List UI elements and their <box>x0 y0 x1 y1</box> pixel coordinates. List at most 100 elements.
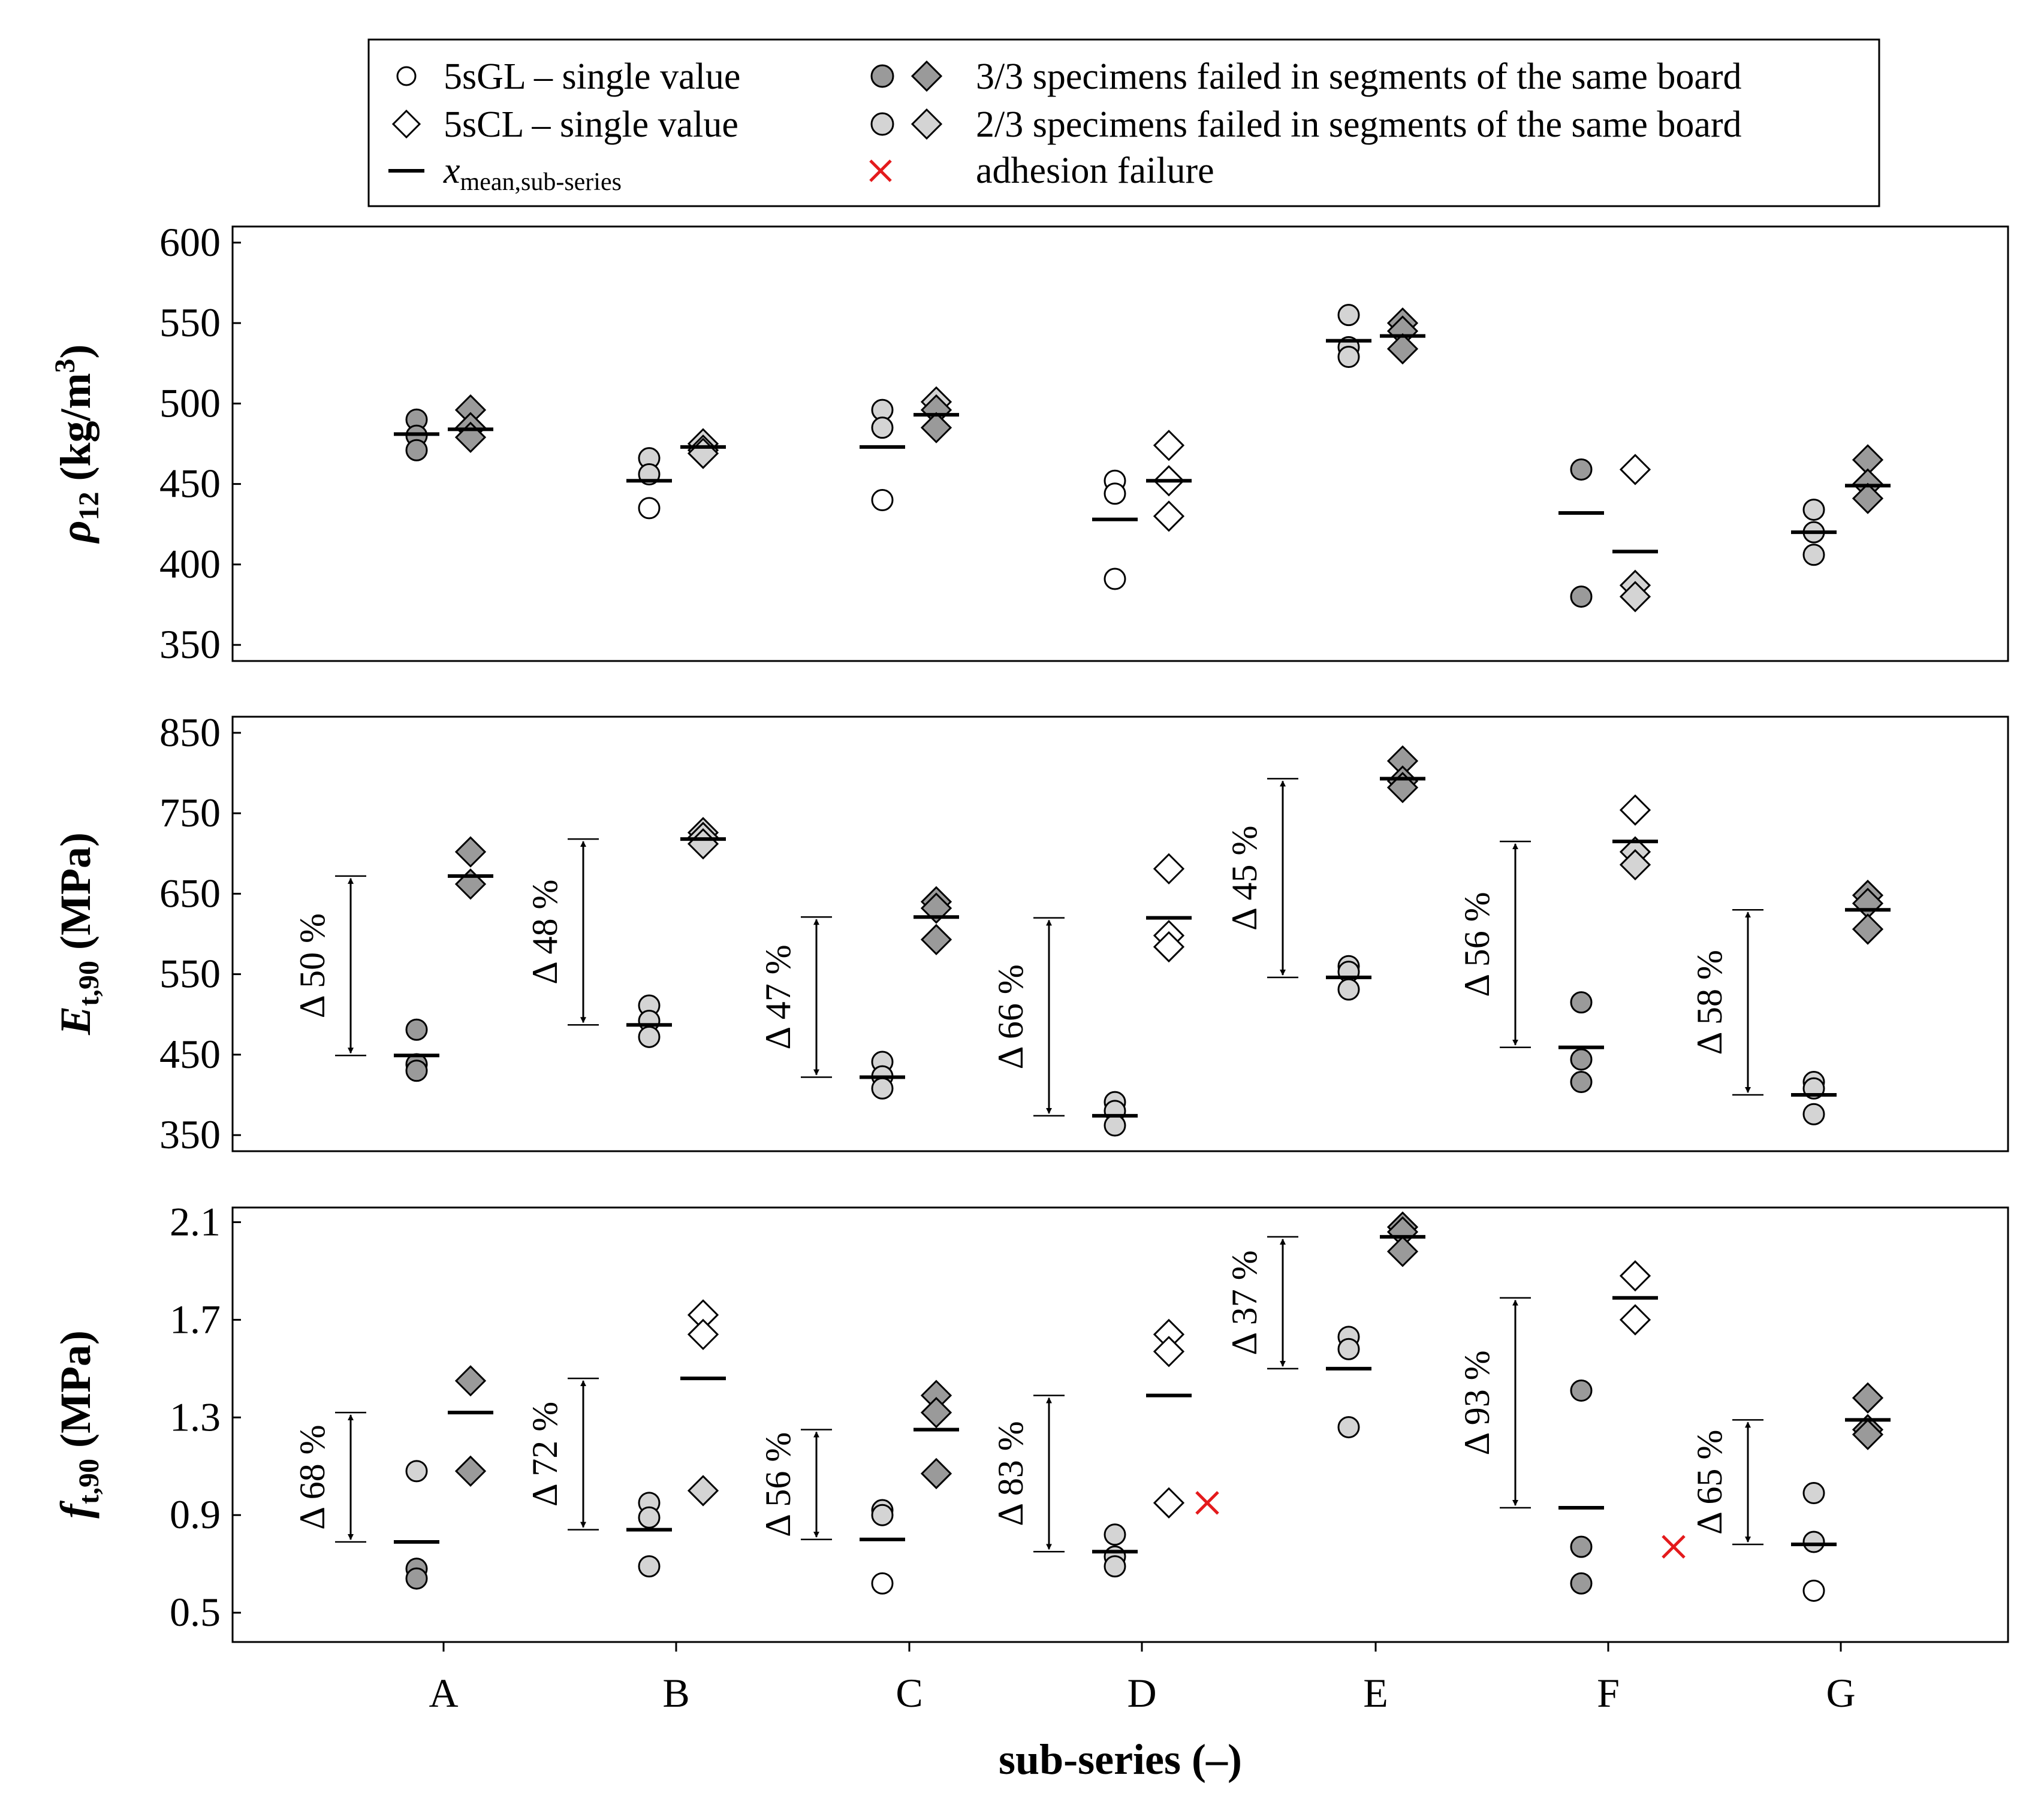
panel-strength-frame <box>231 1206 2009 1643</box>
gl-point <box>1337 346 1360 368</box>
gl-point <box>871 1077 894 1100</box>
delta-label: Δ 58 % <box>1690 950 1729 1055</box>
cl-point <box>1386 333 1419 365</box>
gl-point <box>405 439 428 461</box>
gl-point <box>1337 978 1360 1001</box>
gl-point <box>638 1555 661 1578</box>
cl-point <box>687 1318 719 1350</box>
delta-label: Δ 37 % <box>1225 1250 1264 1355</box>
gl-point <box>1802 1482 1825 1505</box>
legend-label-adhesion: adhesion failure <box>976 150 1214 191</box>
delta-label: Δ 83 % <box>991 1421 1030 1526</box>
legend-dark-diamond-icon <box>911 60 943 92</box>
legend: 5sGL – single value 5sCL – single value … <box>367 38 1880 207</box>
panel-strength: 0.5 0.9 1.3 1.7 2.1 Δ 68 % Δ 72 % Δ 56 % Δ 83 %… <box>52 1199 2009 1643</box>
adhesion-failure-mark <box>1195 1491 1219 1515</box>
delta-label: Δ 48 % <box>525 880 565 985</box>
y-tick-label: 1.7 <box>170 1296 221 1342</box>
cl-point <box>1619 1260 1651 1292</box>
panel-modulus-series <box>394 745 1891 1137</box>
panel-strength-deltas: Δ 68 % Δ 72 % Δ 56 % Δ 83 % Δ 37 % Δ 93 % Δ 65… <box>293 1236 1763 1553</box>
y-tick-label: 550 <box>159 300 221 345</box>
cl-point <box>1619 849 1651 881</box>
legend-item-adhesion: adhesion failure <box>869 150 1214 191</box>
y-tick-label: 850 <box>159 710 221 755</box>
x-axis: A B C D E F G <box>429 1642 1856 1716</box>
gl-point <box>1802 499 1825 521</box>
gl-point <box>1570 1572 1593 1595</box>
delta-label: Δ 65 % <box>1690 1430 1729 1535</box>
delta-label: Δ 93 % <box>1457 1350 1497 1455</box>
gl-point <box>1104 568 1126 590</box>
panel-strength-series <box>394 1211 1891 1602</box>
legend-dark-circle-icon <box>870 64 894 88</box>
gl-point <box>1337 304 1360 327</box>
panel-density: 350 400 450 500 550 600 ρ12 (kg/m3) <box>49 219 2009 667</box>
gl-point <box>1104 1523 1126 1546</box>
y-tick-label: 2.1 <box>170 1199 221 1244</box>
panel-strength-axis-ticks: 0.5 0.9 1.3 1.7 2.1 <box>170 1199 241 1635</box>
legend-item-two-of-three: 2/3 specimens failed in segments of the … <box>870 104 1742 145</box>
delta-label: Δ 50 % <box>293 913 332 1018</box>
gl-point <box>1570 1379 1593 1402</box>
legend-light-circle-icon <box>870 112 894 136</box>
cl-point <box>1619 1304 1651 1336</box>
gl-point <box>1570 1535 1593 1558</box>
panel-modulus-deltas: Δ 50 % Δ 48 % Δ 47 % Δ 66 % Δ 45 % Δ 56 % Δ 58… <box>293 778 1763 1117</box>
x-category-label: C <box>896 1670 922 1716</box>
cl-point <box>454 868 487 900</box>
gl-point <box>1104 1555 1126 1578</box>
gl-point <box>1570 1071 1593 1094</box>
cl-point <box>1619 794 1651 826</box>
x-category-label: A <box>429 1670 458 1716</box>
gl-point <box>1570 991 1593 1014</box>
panel-density-ylabel: ρ12 (kg/m3) <box>49 344 105 544</box>
gl-point <box>638 1506 661 1529</box>
gl-point <box>1337 1416 1360 1439</box>
cl-point <box>1153 1487 1185 1519</box>
legend-label-mean: xmean,sub-series <box>443 150 622 196</box>
y-tick-label: 1.3 <box>170 1394 221 1439</box>
legend-label-three-of-three: 3/3 specimens failed in segments of the … <box>976 56 1742 97</box>
cl-point <box>920 1457 952 1490</box>
legend-red-cross-icon <box>869 159 892 182</box>
gl-point <box>638 497 661 520</box>
cl-point <box>687 1475 719 1507</box>
gl-point <box>405 1567 428 1590</box>
legend-item-mean: xmean,sub-series <box>388 150 622 196</box>
gl-point <box>1570 1048 1593 1071</box>
x-category-label: G <box>1826 1670 1855 1716</box>
legend-mean-symbol: x <box>443 150 460 191</box>
y-tick-label: 750 <box>159 790 221 835</box>
gl-point <box>1802 1103 1825 1125</box>
delta-label: Δ 66 % <box>991 964 1030 1069</box>
cl-point <box>1852 1418 1884 1450</box>
cl-point <box>1619 454 1651 485</box>
cl-point <box>920 1397 952 1429</box>
x-category-label: F <box>1597 1670 1620 1716</box>
legend-label-cl-single: 5sCL – single value <box>444 104 738 145</box>
y-tick-label: 350 <box>159 621 221 667</box>
panel-modulus-axis-ticks: 350 450 550 650 750 850 <box>159 710 241 1157</box>
y-tick-label: 0.9 <box>170 1492 221 1537</box>
gl-point <box>405 1060 428 1082</box>
cl-point <box>1153 1336 1185 1368</box>
gl-point <box>1570 585 1593 608</box>
gl-point <box>638 1025 661 1048</box>
gl-point <box>405 1460 428 1483</box>
cl-point <box>454 1455 487 1487</box>
gl-point <box>1104 1114 1126 1137</box>
legend-label-gl-single: 5sGL – single value <box>444 56 740 97</box>
delta-label: Δ 45 % <box>1225 826 1264 931</box>
gl-point <box>1104 482 1126 505</box>
legend-light-diamond-icon <box>911 108 943 140</box>
panel-density-axis-ticks: 350 400 450 500 550 600 <box>159 219 241 667</box>
gl-point <box>1802 1579 1825 1602</box>
legend-item-cl-single: 5sCL – single value <box>391 104 738 145</box>
legend-label-two-of-three: 2/3 specimens failed in segments of the … <box>976 104 1742 145</box>
panel-density-series <box>394 304 1891 612</box>
y-tick-label: 500 <box>159 380 221 425</box>
cl-point <box>1153 853 1185 885</box>
legend-item-three-of-three: 3/3 specimens failed in segments of the … <box>870 56 1742 97</box>
